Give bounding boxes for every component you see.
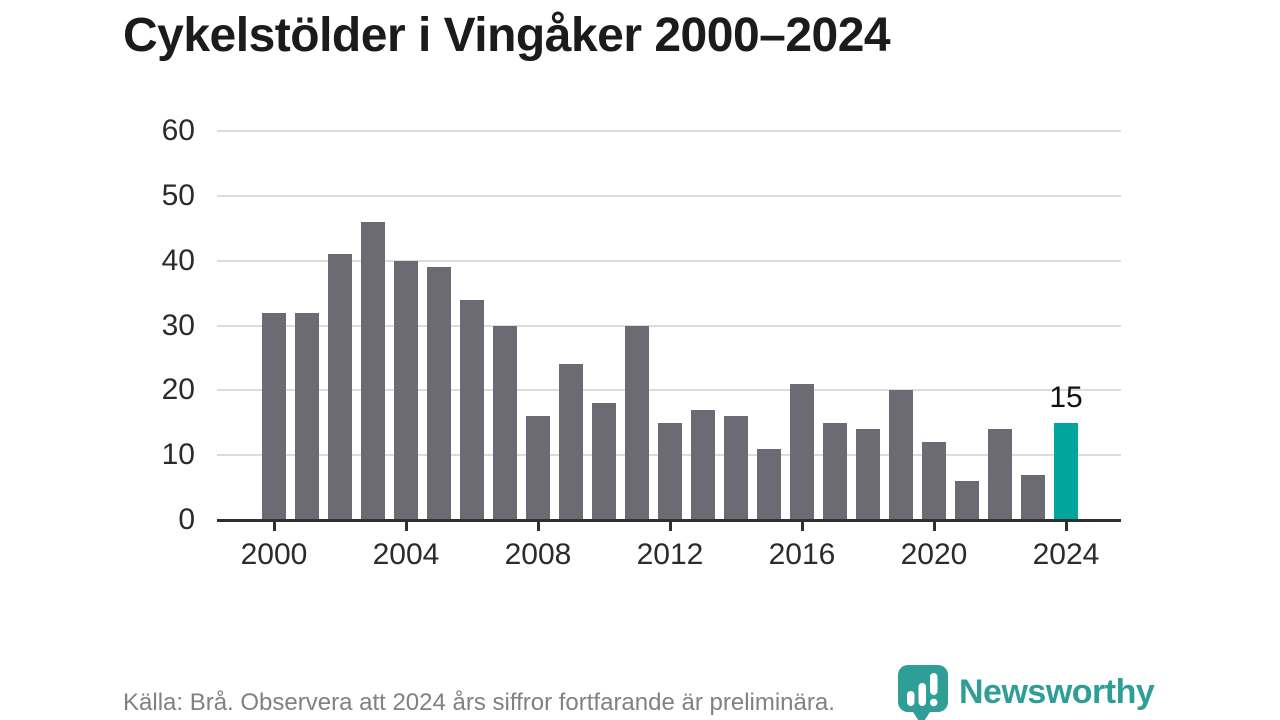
bar-2016 — [790, 383, 814, 520]
chart-title: Cykelstölder i Vingåker 2000–2024 — [123, 9, 891, 62]
x-tick-2024 — [1064, 521, 1068, 531]
bar-chart-plot-area: 0 10 20 30 40 50 60 15 2000 2004 2008 2012 2016 2020 2… — [162, 115, 1121, 571]
x-axis-label-2020: 2020 — [900, 538, 968, 571]
bar-2021 — [955, 481, 979, 520]
y-axis-label-20: 20 — [161, 373, 195, 407]
x-axis-label-2004: 2004 — [372, 538, 440, 571]
bar-2006 — [460, 299, 484, 520]
y-axis-label-10: 10 — [161, 438, 195, 472]
x-axis-label-2008: 2008 — [504, 538, 572, 571]
newsworthy-logo-icon — [898, 665, 948, 720]
x-axis-label-2016: 2016 — [768, 538, 836, 571]
x-tick-2000 — [272, 521, 276, 531]
x-axis-label-2024: 2024 — [1032, 538, 1100, 571]
bar-2022 — [988, 429, 1012, 520]
y-axis-label-30: 30 — [161, 308, 195, 342]
highlight-value-label: 15 — [1049, 380, 1083, 414]
x-tick-2008 — [536, 521, 540, 531]
bar-2001 — [295, 312, 319, 520]
bar-2020 — [922, 442, 946, 520]
bar-2011 — [625, 325, 649, 520]
bar-2019 — [889, 390, 913, 520]
bar-2013 — [691, 409, 715, 520]
newsworthy-brand: Newsworthy — [897, 664, 1155, 720]
y-axis-label-50: 50 — [161, 178, 195, 212]
bar-2009 — [559, 364, 583, 520]
bar-2005 — [427, 267, 451, 520]
bar-2003 — [361, 221, 385, 520]
bar-2008 — [526, 416, 550, 520]
x-tick-2004 — [404, 521, 408, 531]
bar-2017 — [823, 422, 847, 520]
bar-2007 — [493, 325, 517, 520]
bar-2023 — [1021, 474, 1045, 520]
x-axis-label-2012: 2012 — [636, 538, 704, 571]
x-axis-line — [217, 519, 1121, 522]
bar-2004 — [394, 260, 418, 520]
x-tick-2020 — [932, 521, 936, 531]
y-axis-label-40: 40 — [161, 243, 195, 277]
bar-2010 — [592, 403, 616, 520]
bar-2014 — [724, 416, 748, 520]
bar-2012 — [658, 422, 682, 520]
bar-2018 — [856, 429, 880, 520]
x-tick-2012 — [668, 521, 672, 531]
bar-2000 — [262, 312, 286, 520]
gridline-y-30 — [217, 324, 1121, 327]
y-axis-label-0: 0 — [178, 503, 195, 536]
bar-2015 — [757, 448, 781, 520]
x-tick-2016 — [800, 521, 804, 531]
gridline-y-40 — [217, 259, 1121, 262]
y-axis-label-60: 60 — [161, 114, 195, 147]
gridline-y-60 — [217, 130, 1121, 132]
source-note: Källa: Brå. Observera att 2024 års siffr… — [123, 689, 835, 716]
gridline-y-50 — [217, 194, 1121, 197]
x-axis-label-2000: 2000 — [240, 538, 308, 571]
newsworthy-wordmark: Newsworthy — [959, 673, 1155, 711]
gridline-y-20 — [217, 389, 1121, 392]
bar-2002 — [328, 254, 352, 520]
bar-2024 — [1054, 422, 1078, 520]
